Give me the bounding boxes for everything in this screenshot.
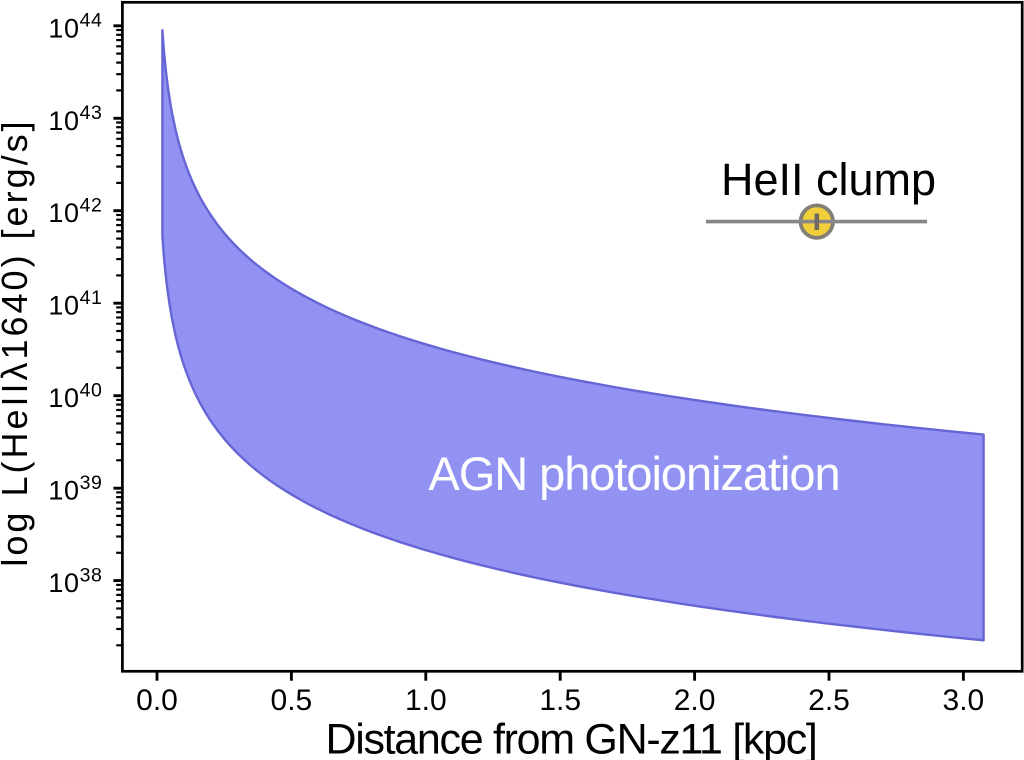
svg-text:log L(HeIIλ1640) [erg/s]: log L(HeIIλ1640) [erg/s] [0,118,35,566]
svg-text:1038: 1038 [48,564,102,598]
svg-text:2.0: 2.0 [674,684,716,717]
svg-text:0.0: 0.0 [136,684,178,717]
svg-text:1.0: 1.0 [405,684,447,717]
svg-text:0.5: 0.5 [271,684,313,717]
svg-text:AGN photoionization: AGN photoionization [428,447,839,500]
svg-text:Distance from GN-z11 [kpc]: Distance from GN-z11 [kpc] [325,716,816,760]
svg-text:1.5: 1.5 [539,684,581,717]
svg-text:3.0: 3.0 [943,684,985,717]
svg-text:HeII clump: HeII clump [721,154,936,205]
svg-text:2.5: 2.5 [808,684,850,717]
